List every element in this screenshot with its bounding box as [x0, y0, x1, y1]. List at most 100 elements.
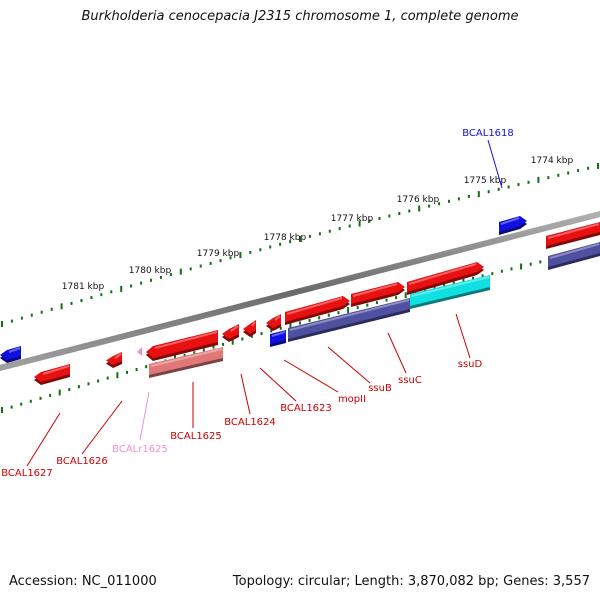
inner-tick — [183, 353, 186, 357]
outer-tick — [80, 299, 83, 302]
inner-tick — [347, 307, 350, 314]
gene-BCAL1623 — [243, 320, 256, 337]
gene-next-forward — [546, 222, 600, 249]
cds-mopII-body — [270, 330, 286, 344]
inner-tick — [29, 399, 32, 403]
cds-BCAL1625-body — [149, 347, 223, 375]
inner-tick — [337, 311, 340, 315]
outer-tick — [348, 224, 351, 228]
gene-BCAL1627 — [34, 364, 70, 385]
gene-label: BCAL1618 — [462, 128, 514, 139]
outer-tick — [120, 285, 123, 292]
gene-label: BCALr1625 — [112, 444, 168, 455]
outer-tick — [60, 303, 63, 310]
outer-tick — [477, 191, 480, 198]
gene-next-forward-body — [546, 222, 600, 246]
cds-ssuC-ssuB — [288, 298, 410, 342]
scale-label: 1777 kbp — [331, 214, 374, 224]
outer-tick — [428, 204, 431, 208]
outer-tick — [40, 310, 43, 314]
outer-tick — [547, 176, 550, 180]
gene-BCAL1618 — [499, 216, 527, 235]
gene-prev-blue-highlight — [8, 347, 21, 353]
inner-tick — [87, 382, 90, 386]
outer-tick — [487, 190, 490, 194]
gene-BCAL1623-body — [243, 320, 256, 334]
inner-tick — [212, 345, 215, 349]
outer-tick — [368, 219, 371, 223]
gene-label: BCAL1625 — [170, 431, 222, 442]
cds-BCAL1625 — [149, 347, 223, 378]
inner-tick — [529, 262, 532, 266]
outer-tick — [169, 273, 172, 277]
gene-next-forward-highlight — [547, 223, 600, 239]
outer-tick — [378, 217, 381, 220]
outer-tick — [289, 240, 292, 244]
outer-tick — [299, 236, 301, 242]
inner-tick — [414, 291, 417, 295]
gene-label: ssuC — [398, 375, 422, 386]
outer-tick — [557, 173, 560, 177]
gene-BCAL1625 — [146, 330, 218, 361]
gene-label: ssuB — [368, 383, 392, 394]
scale-label: 1775 kbp — [464, 176, 507, 186]
leader-line — [283, 359, 339, 393]
gene-BCAL1618-highlight — [500, 217, 520, 225]
gene-BCAL1624-body — [222, 324, 239, 339]
cds-ssuD — [410, 275, 490, 309]
outer-tick — [338, 227, 341, 231]
rna-BCALr1625 — [137, 347, 142, 356]
outer-tick — [527, 180, 530, 184]
inner-tick — [58, 389, 61, 396]
outer-tick — [239, 252, 242, 259]
inner-tick — [77, 385, 80, 389]
scale-label: 1781 kbp — [62, 282, 105, 292]
inner-tick — [318, 316, 321, 320]
outer-tick — [140, 281, 143, 285]
inner-tick — [500, 269, 503, 273]
outer-tick — [150, 278, 152, 282]
inner-tick — [222, 342, 225, 346]
gene-BCAL1626-highlight — [114, 353, 122, 359]
outer-tick — [159, 275, 162, 279]
outer-tick — [517, 183, 520, 187]
outer-tick — [467, 195, 470, 198]
inner-tick — [395, 296, 398, 300]
inner-tick — [433, 286, 436, 290]
gene-ssuC-highlight — [352, 283, 398, 297]
inner-tick — [327, 313, 330, 317]
leader-line — [387, 332, 407, 374]
outer-tick — [567, 171, 570, 175]
outer-tick — [209, 261, 212, 265]
gene-ssuB-highlight — [286, 297, 343, 315]
gene-label: mopII — [338, 394, 366, 405]
outer-scale-ticks — [1, 163, 599, 327]
outer-tick — [1, 321, 3, 327]
gene-ssuD-body — [407, 262, 484, 292]
inner-tick — [39, 396, 42, 400]
inner-tick — [520, 263, 523, 270]
inner-tick — [135, 368, 138, 371]
inner-tick — [193, 351, 196, 355]
outer-tick — [50, 307, 53, 311]
gene-ssuD-highlight — [408, 263, 477, 285]
gene-label: BCAL1626 — [56, 456, 108, 467]
inner-tick — [385, 298, 388, 302]
gene-ssuC — [351, 282, 405, 307]
outer-tick — [279, 242, 282, 246]
cds-next-body — [548, 242, 600, 267]
outer-tick — [448, 199, 450, 203]
accession-label: Accession: NC_011000 — [9, 574, 157, 589]
outer-tick — [10, 319, 13, 323]
outer-tick — [577, 169, 580, 173]
gene-mopII — [266, 314, 281, 331]
inner-tick — [443, 284, 446, 287]
inner-tick — [1, 407, 3, 413]
inner-tick — [366, 303, 369, 307]
cds-ssuD-body — [410, 275, 490, 306]
outer-tick — [597, 163, 599, 169]
gene-ssuC-body — [351, 282, 405, 304]
gene-prev-blue — [0, 346, 21, 363]
gene-BCAL1625-body — [146, 330, 218, 358]
outer-tick — [328, 229, 331, 233]
